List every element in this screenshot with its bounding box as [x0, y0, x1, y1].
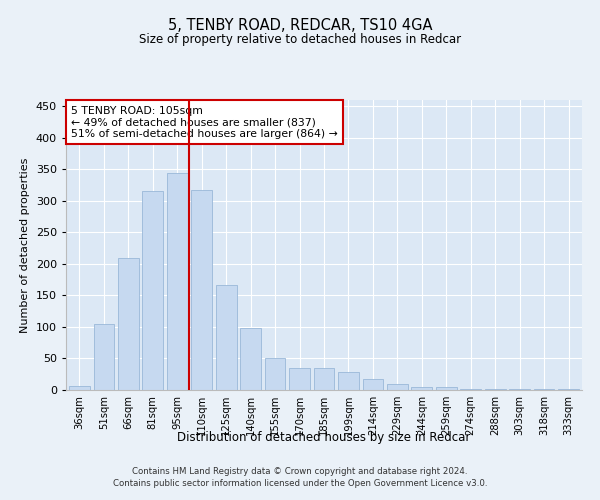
- Text: Size of property relative to detached houses in Redcar: Size of property relative to detached ho…: [139, 32, 461, 46]
- Bar: [387, 384, 408, 390]
- Y-axis label: Number of detached properties: Number of detached properties: [20, 158, 30, 332]
- Bar: [314, 368, 334, 390]
- Bar: [338, 372, 359, 390]
- Bar: [265, 358, 286, 390]
- Bar: [118, 258, 139, 390]
- Bar: [289, 368, 310, 390]
- Bar: [436, 387, 457, 390]
- Bar: [362, 380, 383, 390]
- Bar: [167, 173, 188, 390]
- Bar: [460, 388, 481, 390]
- Bar: [412, 387, 432, 390]
- Text: Contains public sector information licensed under the Open Government Licence v3: Contains public sector information licen…: [113, 479, 487, 488]
- Bar: [240, 328, 261, 390]
- Text: Distribution of detached houses by size in Redcar: Distribution of detached houses by size …: [178, 431, 470, 444]
- Bar: [94, 324, 114, 390]
- Bar: [142, 192, 163, 390]
- Bar: [69, 386, 90, 390]
- Text: Contains HM Land Registry data © Crown copyright and database right 2024.: Contains HM Land Registry data © Crown c…: [132, 468, 468, 476]
- Text: 5, TENBY ROAD, REDCAR, TS10 4GA: 5, TENBY ROAD, REDCAR, TS10 4GA: [168, 18, 432, 32]
- Bar: [191, 190, 212, 390]
- Bar: [216, 286, 236, 390]
- Text: 5 TENBY ROAD: 105sqm
← 49% of detached houses are smaller (837)
51% of semi-deta: 5 TENBY ROAD: 105sqm ← 49% of detached h…: [71, 106, 338, 139]
